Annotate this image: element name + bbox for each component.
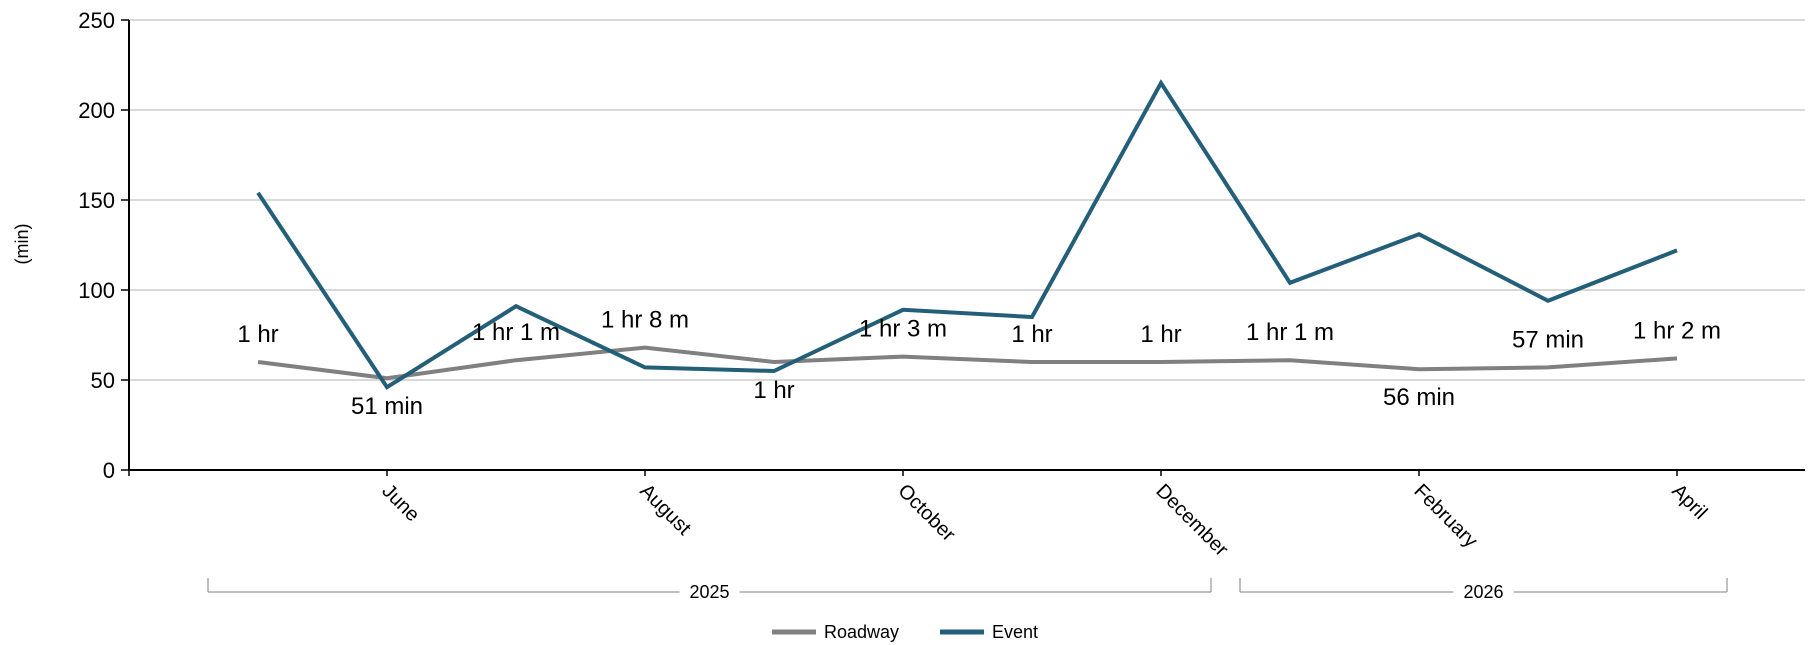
legend-label: Event: [992, 622, 1038, 642]
data-label: 1 hr: [1011, 321, 1052, 348]
data-label: 1 hr 1 m: [472, 319, 560, 346]
series-line-event: [256, 79, 1678, 390]
x-tick-label: June: [377, 480, 423, 526]
data-label: 1 hr 2 m: [1633, 317, 1721, 344]
y-axis-ticks: 0 50 100 150 200 250: [78, 8, 129, 483]
year-group-label: 2026: [1463, 582, 1503, 602]
data-label: 1 hr 8 m: [601, 307, 689, 334]
data-label: 1 hr: [753, 377, 794, 404]
x-tick-label: February: [1409, 480, 1481, 552]
x-tick-label: October: [893, 480, 959, 546]
y-tick-label: 100: [78, 278, 115, 303]
series-lines: [256, 79, 1678, 390]
y-tick-label: 0: [103, 458, 115, 483]
data-labels: 1 hr 51 min 1 hr 1 m 1 hr 8 m 1 hr 1 hr 3 m 1 …: [237, 307, 1721, 421]
y-tick-label: 250: [78, 8, 115, 33]
data-label: 1 hr 3 m: [859, 316, 947, 343]
y-tick-label: 200: [78, 98, 115, 123]
x-tick-label: April: [1667, 480, 1711, 524]
x-tick-label: December: [1151, 480, 1232, 561]
x-tick-label: August: [635, 480, 695, 540]
data-label: 56 min: [1383, 384, 1455, 411]
data-label: 1 hr: [1140, 321, 1181, 348]
data-label: 57 min: [1512, 326, 1584, 353]
legend-label: Roadway: [824, 622, 899, 642]
y-tick-label: 150: [78, 188, 115, 213]
y-tick-label: 50: [91, 368, 115, 393]
x-axis-ticks: June August October December February April: [128, 470, 1711, 561]
year-groups: 2025 2026: [207, 578, 1728, 602]
data-label: 1 hr 1 m: [1246, 319, 1334, 346]
data-label: 1 hr: [237, 321, 278, 348]
axes: [128, 20, 1805, 471]
y-axis-label: (min): [12, 224, 32, 265]
year-group-label: 2025: [689, 582, 729, 602]
data-label: 51 min: [351, 393, 423, 420]
legend: Roadway Event: [772, 622, 1038, 642]
series-line-roadway: [257, 345, 1678, 381]
